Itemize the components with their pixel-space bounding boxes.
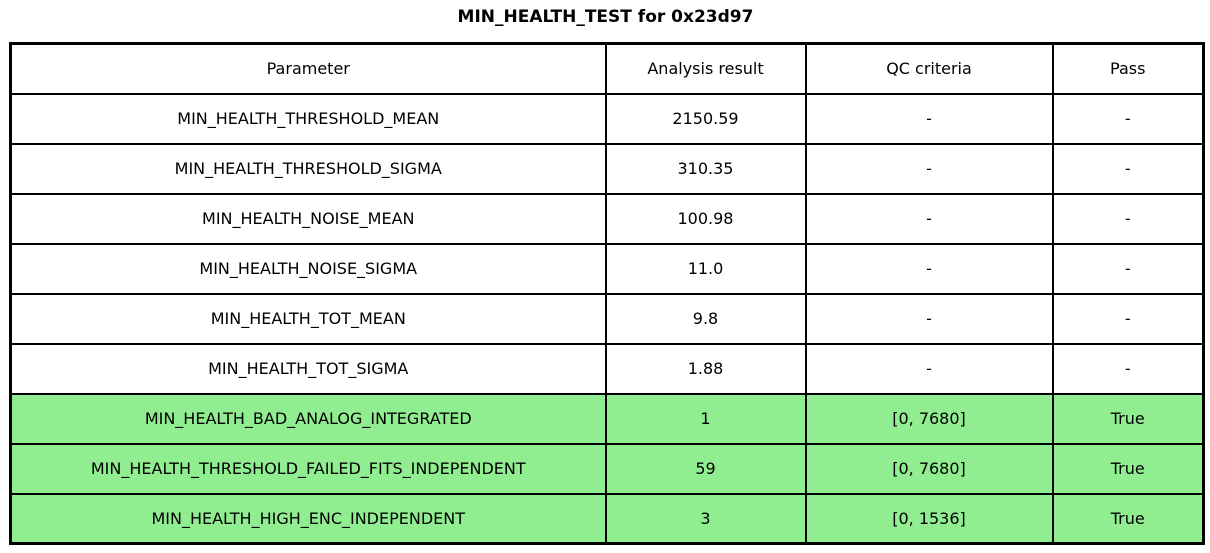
cell-parameter: MIN_HEALTH_THRESHOLD_FAILED_FITS_INDEPEN… [9, 442, 607, 495]
cell-analysis-result: 11.0 [604, 242, 807, 295]
qc-results-table: Parameter Analysis result QC criteria Pa… [9, 42, 1205, 545]
cell-pass: - [1051, 242, 1205, 295]
cell-pass: - [1051, 342, 1205, 395]
table-row: MIN_HEALTH_TOT_SIGMA 1.88 - - [9, 342, 1205, 395]
table-row: MIN_HEALTH_THRESHOLD_FAILED_FITS_INDEPEN… [9, 442, 1205, 495]
cell-pass: True [1051, 392, 1205, 445]
table-row: MIN_HEALTH_TOT_MEAN 9.8 - - [9, 292, 1205, 345]
cell-analysis-result: 9.8 [604, 292, 807, 345]
cell-qc-criteria: [0, 7680] [804, 442, 1054, 495]
column-header-qc-criteria: QC criteria [804, 42, 1054, 95]
column-header-pass: Pass [1051, 42, 1205, 95]
cell-pass: - [1051, 92, 1205, 145]
cell-analysis-result: 100.98 [604, 192, 807, 245]
cell-pass: True [1051, 492, 1205, 545]
cell-parameter: MIN_HEALTH_BAD_ANALOG_INTEGRATED [9, 392, 607, 445]
cell-parameter: MIN_HEALTH_NOISE_MEAN [9, 192, 607, 245]
cell-parameter: MIN_HEALTH_TOT_MEAN [9, 292, 607, 345]
cell-analysis-result: 3 [604, 492, 807, 545]
cell-pass: True [1051, 442, 1205, 495]
cell-analysis-result: 310.35 [604, 142, 807, 195]
cell-qc-criteria: - [804, 242, 1054, 295]
cell-parameter: MIN_HEALTH_HIGH_ENC_INDEPENDENT [9, 492, 607, 545]
cell-qc-criteria: - [804, 92, 1054, 145]
table-row: MIN_HEALTH_HIGH_ENC_INDEPENDENT 3 [0, 15… [9, 492, 1205, 545]
cell-qc-criteria: - [804, 292, 1054, 345]
cell-parameter: MIN_HEALTH_THRESHOLD_MEAN [9, 92, 607, 145]
cell-qc-criteria: - [804, 192, 1054, 245]
table-header-row: Parameter Analysis result QC criteria Pa… [9, 42, 1205, 95]
cell-parameter: MIN_HEALTH_TOT_SIGMA [9, 342, 607, 395]
cell-analysis-result: 1.88 [604, 342, 807, 395]
page-title: MIN_HEALTH_TEST for 0x23d97 [457, 7, 754, 27]
cell-pass: - [1051, 142, 1205, 195]
cell-analysis-result: 1 [604, 392, 807, 445]
table-row: MIN_HEALTH_THRESHOLD_MEAN 2150.59 - - [9, 92, 1205, 145]
cell-analysis-result: 59 [604, 442, 807, 495]
cell-qc-criteria: - [804, 142, 1054, 195]
cell-qc-criteria: [0, 1536] [804, 492, 1054, 545]
cell-analysis-result: 2150.59 [604, 92, 807, 145]
table-row: MIN_HEALTH_BAD_ANALOG_INTEGRATED 1 [0, 7… [9, 392, 1205, 445]
table-row: MIN_HEALTH_THRESHOLD_SIGMA 310.35 - - [9, 142, 1205, 195]
cell-pass: - [1051, 292, 1205, 345]
cell-parameter: MIN_HEALTH_NOISE_SIGMA [9, 242, 607, 295]
cell-qc-criteria: [0, 7680] [804, 392, 1054, 445]
column-header-parameter: Parameter [9, 42, 607, 95]
column-header-analysis-result: Analysis result [604, 42, 807, 95]
cell-qc-criteria: - [804, 342, 1054, 395]
cell-parameter: MIN_HEALTH_THRESHOLD_SIGMA [9, 142, 607, 195]
table-row: MIN_HEALTH_NOISE_SIGMA 11.0 - - [9, 242, 1205, 295]
cell-pass: - [1051, 192, 1205, 245]
table-row: MIN_HEALTH_NOISE_MEAN 100.98 - - [9, 192, 1205, 245]
